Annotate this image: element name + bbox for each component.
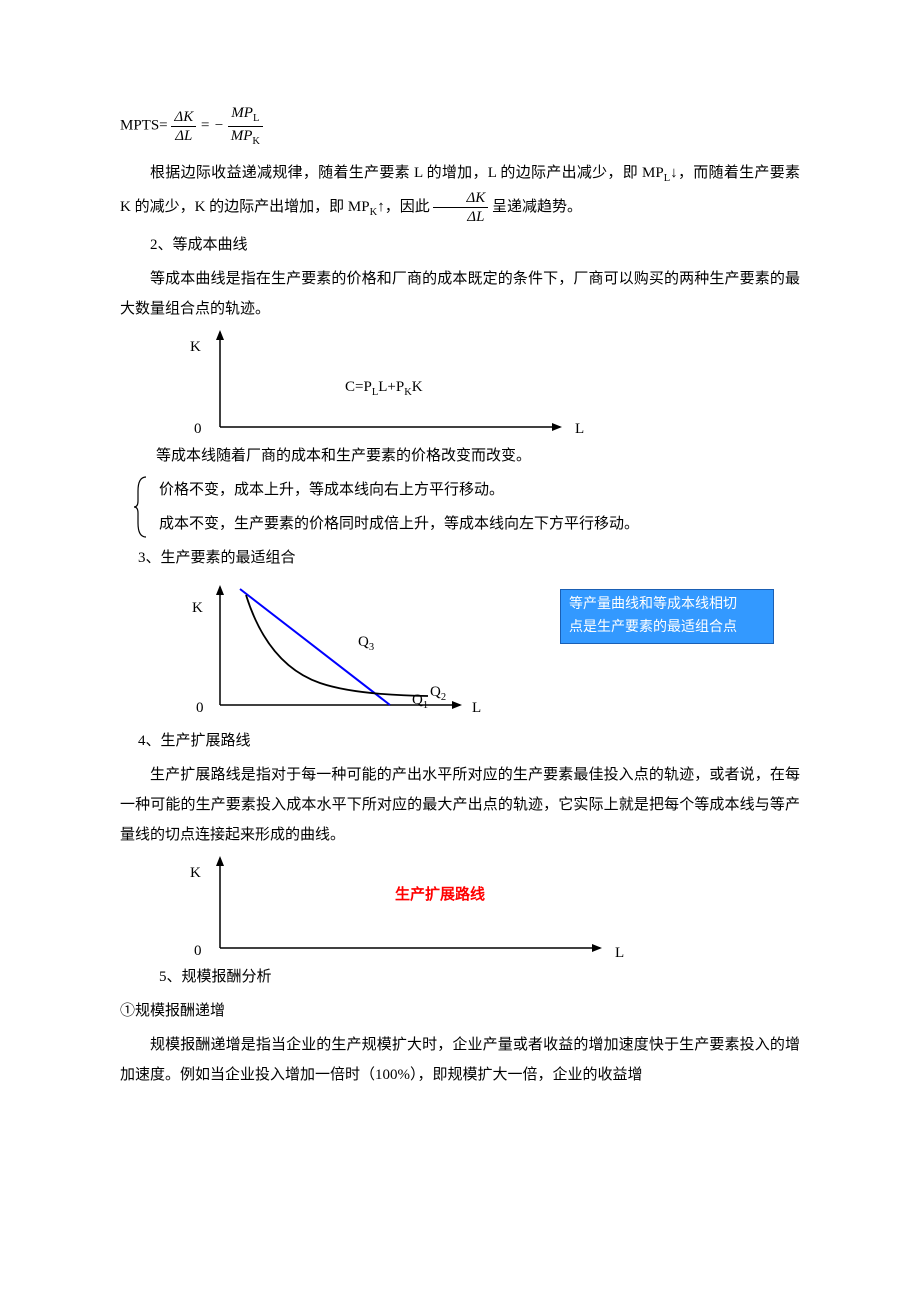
d1-y-label: K bbox=[190, 332, 201, 362]
para-increasing-returns: 规模报酬递增是指当企业的生产规模扩大时，企业产量或者收益的增加速度快于生产要素投… bbox=[120, 1030, 800, 1090]
para-isocost-change: 等成本线随着厂商的成本和生产要素的价格改变而改变。 bbox=[120, 441, 800, 471]
mpts-formula: MPTS= ΔK ΔL = − MPL MPK bbox=[120, 104, 800, 148]
d3-expansion-label: 生产扩展路线 bbox=[395, 880, 485, 910]
p1c: ↑，因此 bbox=[377, 199, 430, 215]
para-marginal-returns: 根据边际收益递减规律，随着生产要素 L 的增加，L 的边际产出减少，即 MPL↓… bbox=[120, 158, 800, 226]
p1d: 呈递减趋势。 bbox=[492, 199, 582, 215]
frac-dk-dl: ΔK ΔL bbox=[171, 108, 196, 145]
callout-l2: 点是生产要素的最适组合点 bbox=[569, 617, 765, 639]
callout-l1: 等产量曲线和等成本线相切 bbox=[569, 594, 765, 616]
para-isocost-def: 等成本曲线是指在生产要素的价格和厂商的成本既定的条件下，厂商可以购买的两种生产要… bbox=[120, 264, 800, 324]
brace-line2: 成本不变，生产要素的价格同时成倍上升，等成本线向左下方平行移动。 bbox=[150, 509, 800, 539]
d3-x-label: L bbox=[615, 938, 624, 968]
d3-origin: 0 bbox=[194, 936, 202, 966]
inline-frac: ΔK ΔL bbox=[433, 189, 488, 226]
frac1-num: ΔK bbox=[174, 109, 193, 125]
d2-y-label: K bbox=[192, 593, 203, 623]
callout-optimal: 等产量曲线和等成本线相切 点是生产要素的最适组合点 bbox=[560, 589, 774, 644]
heading-4: 4、生产扩展路线 bbox=[120, 726, 800, 756]
d1-origin: 0 bbox=[194, 414, 202, 444]
diagram-optimal-combo: K 0 L Q3 Q2 Q1 等产量曲线和等成本线相切 点是生产要素的最适组合点 bbox=[180, 587, 860, 722]
formula-eq: = − bbox=[200, 118, 224, 134]
heading-5: 5、规模报酬分析 bbox=[120, 962, 800, 992]
brace-line1: 价格不变，成本上升，等成本线向右上方平行移动。 bbox=[150, 475, 800, 505]
frac2-den: MP bbox=[231, 128, 253, 144]
heading-3: 3、生产要素的最适组合 bbox=[120, 543, 800, 573]
diagram-expansion: K 0 L 生产扩展路线 bbox=[160, 858, 680, 958]
d2-q2: Q2 bbox=[430, 677, 446, 708]
p1a: 根据边际收益递减规律，随着生产要素 L 的增加，L 的边际产出减少，即 MP bbox=[150, 165, 664, 181]
frac2-num: MP bbox=[231, 105, 253, 121]
frac1-den: ΔL bbox=[175, 128, 192, 144]
d1-cost-eq: C=PLL+PKK bbox=[345, 372, 423, 403]
d2-origin: 0 bbox=[196, 693, 204, 723]
d2-q1: Q1 bbox=[412, 685, 428, 716]
frac-mp: MPL MPK bbox=[228, 104, 263, 148]
d1-x-label: L bbox=[575, 414, 584, 444]
document-page: MPTS= ΔK ΔL = − MPL MPK 根据边际收益递减规律，随着生产要… bbox=[0, 0, 920, 1154]
d2-q3: Q3 bbox=[358, 627, 374, 658]
heading-5a: ①规模报酬递增 bbox=[120, 996, 800, 1026]
heading-2: 2、等成本曲线 bbox=[120, 230, 800, 260]
d3-y-label: K bbox=[190, 858, 201, 888]
brace-block: 价格不变，成本上升，等成本线向右上方平行移动。 成本不变，生产要素的价格同时成倍… bbox=[120, 475, 800, 539]
formula-lhs: MPTS= bbox=[120, 118, 168, 134]
para-expansion-path: 生产扩展路线是指对于每一种可能的产出水平所对应的生产要素最佳投入点的轨迹，或者说… bbox=[120, 760, 800, 850]
diagram-isocost: K 0 L C=PLL+PKK bbox=[160, 332, 680, 437]
d2-x-label: L bbox=[472, 693, 481, 723]
